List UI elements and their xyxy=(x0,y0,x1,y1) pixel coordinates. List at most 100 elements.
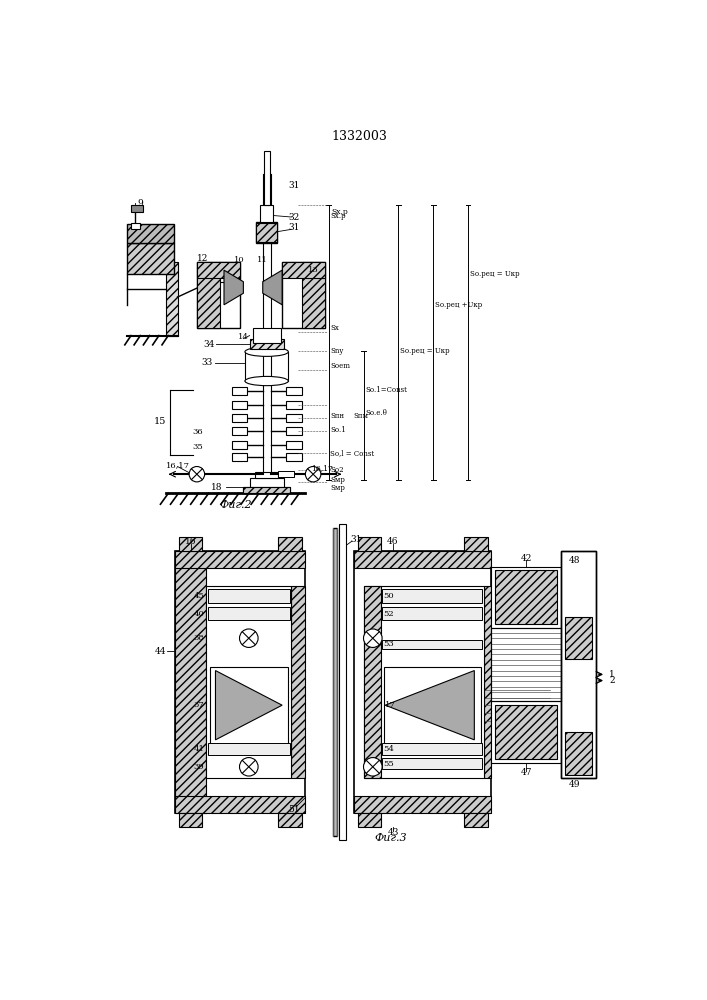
Text: Sny: Sny xyxy=(330,347,344,355)
Text: 36: 36 xyxy=(192,428,203,436)
Text: Sо2: Sо2 xyxy=(330,466,344,474)
Circle shape xyxy=(305,466,321,482)
Text: 34: 34 xyxy=(204,340,215,349)
Text: 16,17: 16,17 xyxy=(166,461,190,469)
Polygon shape xyxy=(224,270,243,305)
Bar xyxy=(286,441,301,449)
Text: So.рец = Uкр: So.рец = Uкр xyxy=(400,347,450,355)
Text: 15: 15 xyxy=(153,417,166,426)
Bar xyxy=(232,427,247,435)
Bar xyxy=(175,551,305,568)
Bar xyxy=(232,453,247,461)
Bar xyxy=(179,537,202,551)
Ellipse shape xyxy=(245,376,288,386)
Bar xyxy=(166,262,177,336)
Bar xyxy=(339,524,346,840)
Bar xyxy=(279,537,301,551)
Bar xyxy=(495,705,557,759)
Bar xyxy=(279,471,293,477)
Text: 9: 9 xyxy=(137,199,143,208)
Text: 47: 47 xyxy=(520,768,532,777)
Text: 33: 33 xyxy=(201,358,212,367)
Text: So.e.θ: So.e.θ xyxy=(365,409,387,417)
Bar xyxy=(243,487,290,493)
Text: 40: 40 xyxy=(194,610,204,618)
Text: 18: 18 xyxy=(211,483,223,492)
Bar xyxy=(232,414,247,422)
Text: Sмр: Sмр xyxy=(330,484,345,492)
Text: Sпм: Sпм xyxy=(354,412,368,420)
Bar xyxy=(286,427,301,435)
Text: 17: 17 xyxy=(385,701,396,709)
Bar xyxy=(354,551,491,813)
Polygon shape xyxy=(385,671,474,740)
Bar xyxy=(495,570,557,624)
Text: 46: 46 xyxy=(387,537,399,546)
Bar xyxy=(131,205,143,212)
Text: 13: 13 xyxy=(308,266,318,274)
Bar xyxy=(358,813,381,827)
Bar xyxy=(382,589,482,603)
Bar xyxy=(561,551,596,778)
Text: Sмр: Sмр xyxy=(330,476,345,484)
Text: Sx.p: Sx.p xyxy=(330,212,346,220)
Text: 48: 48 xyxy=(569,556,580,565)
Bar xyxy=(127,243,174,274)
Bar xyxy=(561,551,596,778)
Bar xyxy=(491,567,561,628)
Bar xyxy=(382,640,482,649)
Bar xyxy=(282,262,325,278)
Text: 35: 35 xyxy=(192,443,203,451)
Bar xyxy=(279,813,301,827)
Ellipse shape xyxy=(245,347,288,356)
Text: So,l = Const: So,l = Const xyxy=(330,449,374,457)
Bar xyxy=(218,262,238,282)
Circle shape xyxy=(363,629,382,647)
Text: 55: 55 xyxy=(384,760,395,768)
Text: 31: 31 xyxy=(288,181,300,190)
Bar xyxy=(208,589,290,603)
Bar xyxy=(484,586,491,778)
Text: So.рец = Uкр: So.рец = Uкр xyxy=(469,270,520,278)
Bar xyxy=(252,328,281,343)
Text: 53: 53 xyxy=(384,640,395,648)
Text: 16,17: 16,17 xyxy=(312,464,334,472)
Bar xyxy=(363,586,380,778)
Bar xyxy=(232,441,247,449)
Text: 31: 31 xyxy=(288,223,300,232)
Bar xyxy=(206,586,291,778)
Text: Фиг.2: Фиг.2 xyxy=(219,500,252,510)
Bar xyxy=(250,478,284,487)
Text: 49: 49 xyxy=(569,780,580,789)
Bar xyxy=(179,813,202,827)
Text: 54: 54 xyxy=(384,745,395,753)
Bar xyxy=(354,796,491,813)
Bar xyxy=(175,551,305,813)
Bar xyxy=(250,339,284,349)
Bar xyxy=(131,223,140,229)
Bar xyxy=(208,607,290,620)
Bar xyxy=(175,796,305,813)
Text: 41: 41 xyxy=(194,745,204,753)
Bar xyxy=(565,617,592,659)
Bar xyxy=(382,758,482,769)
Bar xyxy=(382,607,482,620)
Bar xyxy=(243,487,290,493)
Bar xyxy=(232,401,247,409)
Bar xyxy=(208,743,290,755)
Text: 1332003: 1332003 xyxy=(332,130,387,143)
Text: 37: 37 xyxy=(194,701,204,709)
Text: 38: 38 xyxy=(194,634,204,642)
Text: 14: 14 xyxy=(238,333,249,341)
Bar xyxy=(256,222,277,243)
Text: 42: 42 xyxy=(520,554,532,563)
Text: So.1=Const: So.1=Const xyxy=(365,385,407,393)
Bar xyxy=(382,743,482,755)
Bar xyxy=(301,262,325,328)
Bar xyxy=(264,151,270,205)
Text: 1: 1 xyxy=(609,670,615,679)
Circle shape xyxy=(240,629,258,647)
Text: Sx: Sx xyxy=(330,324,339,332)
Text: So.рец +Uкр: So.рец +Uкр xyxy=(435,301,482,309)
Bar xyxy=(354,551,491,568)
